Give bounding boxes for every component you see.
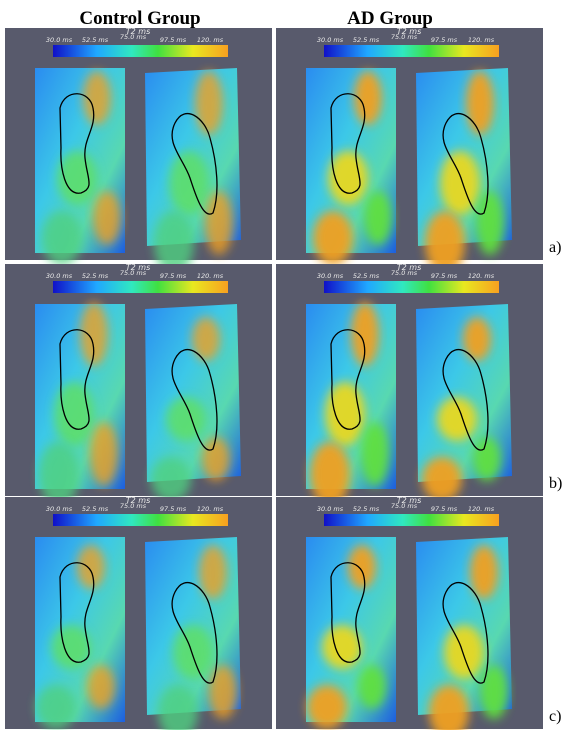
colorbar-label: 75.0 ms xyxy=(391,502,418,510)
colorbar-label: 97.5 ms xyxy=(160,272,187,280)
tissue-blob xyxy=(476,191,504,255)
colorbar-label: 120. ms xyxy=(197,272,224,280)
colorbar xyxy=(53,45,228,57)
tissue-blob xyxy=(192,317,220,361)
tissue-blob xyxy=(57,151,97,205)
colorbar-label: 75.0 ms xyxy=(120,33,147,41)
colorbar xyxy=(324,514,499,526)
row-label: c) xyxy=(549,708,561,725)
tissue-blob xyxy=(313,211,353,265)
colorbar xyxy=(324,281,499,293)
tissue-blob xyxy=(202,437,230,481)
tissue-blob xyxy=(470,545,498,599)
colorbar-label: 97.5 ms xyxy=(160,36,187,44)
tissue-blob xyxy=(361,422,389,486)
tissue-blob xyxy=(463,317,491,361)
tissue-blob xyxy=(328,151,368,205)
tissue-blob xyxy=(90,422,118,486)
colorbar-label: 52.5 ms xyxy=(82,272,109,280)
tissue-blob xyxy=(151,457,191,501)
colorbar-label: 120. ms xyxy=(197,36,224,44)
row-label: a) xyxy=(549,239,561,256)
colorbar-label: 30.0 ms xyxy=(46,272,73,280)
tissue-blob xyxy=(39,442,79,506)
tissue-blob xyxy=(480,665,508,719)
colorbar-label: 120. ms xyxy=(468,36,495,44)
colorbar-label: 75.0 ms xyxy=(120,269,147,277)
row-label: b) xyxy=(549,475,562,492)
colorbar-label: 97.5 ms xyxy=(431,505,458,513)
tissue-blob xyxy=(209,665,237,719)
tissue-blob xyxy=(444,625,484,679)
colorbar-label: 97.5 ms xyxy=(431,36,458,44)
colorbar-label: 30.0 ms xyxy=(317,272,344,280)
tissue-blob xyxy=(364,191,392,245)
colorbar-label: 52.5 ms xyxy=(82,36,109,44)
colorbar-label: 30.0 ms xyxy=(317,505,344,513)
tissue-blob xyxy=(87,665,115,709)
tissue-blob xyxy=(173,625,213,679)
colorbar-label: 75.0 ms xyxy=(120,502,147,510)
figure: Control Group AD Group T2 ms30.0 ms52.5 … xyxy=(0,0,566,730)
colorbar-label: 30.0 ms xyxy=(46,36,73,44)
colorbar-label: 52.5 ms xyxy=(353,36,380,44)
tissue-blob xyxy=(195,71,223,135)
colorbar-label: 30.0 ms xyxy=(46,505,73,513)
colorbar-label: 52.5 ms xyxy=(82,505,109,513)
colorbar-label: 97.5 ms xyxy=(431,272,458,280)
colorbar-label: 75.0 ms xyxy=(391,269,418,277)
column-header: Control Group xyxy=(79,8,200,29)
colorbar xyxy=(324,45,499,57)
tissue-blob xyxy=(36,685,76,729)
tissue-blob xyxy=(93,191,121,245)
colorbar-label: 97.5 ms xyxy=(160,505,187,513)
colorbar-label: 52.5 ms xyxy=(353,505,380,513)
tissue-blob xyxy=(351,302,379,366)
column-header: AD Group xyxy=(347,8,433,29)
tissue-blob xyxy=(310,442,350,506)
tissue-blob xyxy=(473,437,501,481)
colorbar-label: 75.0 ms xyxy=(391,33,418,41)
tissue-blob xyxy=(77,545,105,589)
tissue-blob xyxy=(307,685,347,729)
tissue-blob xyxy=(169,151,209,215)
colorbar-label: 120. ms xyxy=(468,505,495,513)
tissue-blob xyxy=(440,151,480,215)
tissue-blob xyxy=(358,665,386,709)
tissue-blob xyxy=(466,71,494,135)
tissue-blob xyxy=(205,191,233,255)
colorbar xyxy=(53,281,228,293)
tissue-blob xyxy=(199,545,227,599)
colorbar xyxy=(53,514,228,526)
colorbar-label: 120. ms xyxy=(197,505,224,513)
tissue-blob xyxy=(80,302,108,366)
tissue-blob xyxy=(42,211,82,265)
colorbar-label: 120. ms xyxy=(468,272,495,280)
tissue-blob xyxy=(422,457,462,501)
colorbar-label: 52.5 ms xyxy=(353,272,380,280)
tissue-blob xyxy=(348,545,376,589)
colorbar-label: 30.0 ms xyxy=(317,36,344,44)
